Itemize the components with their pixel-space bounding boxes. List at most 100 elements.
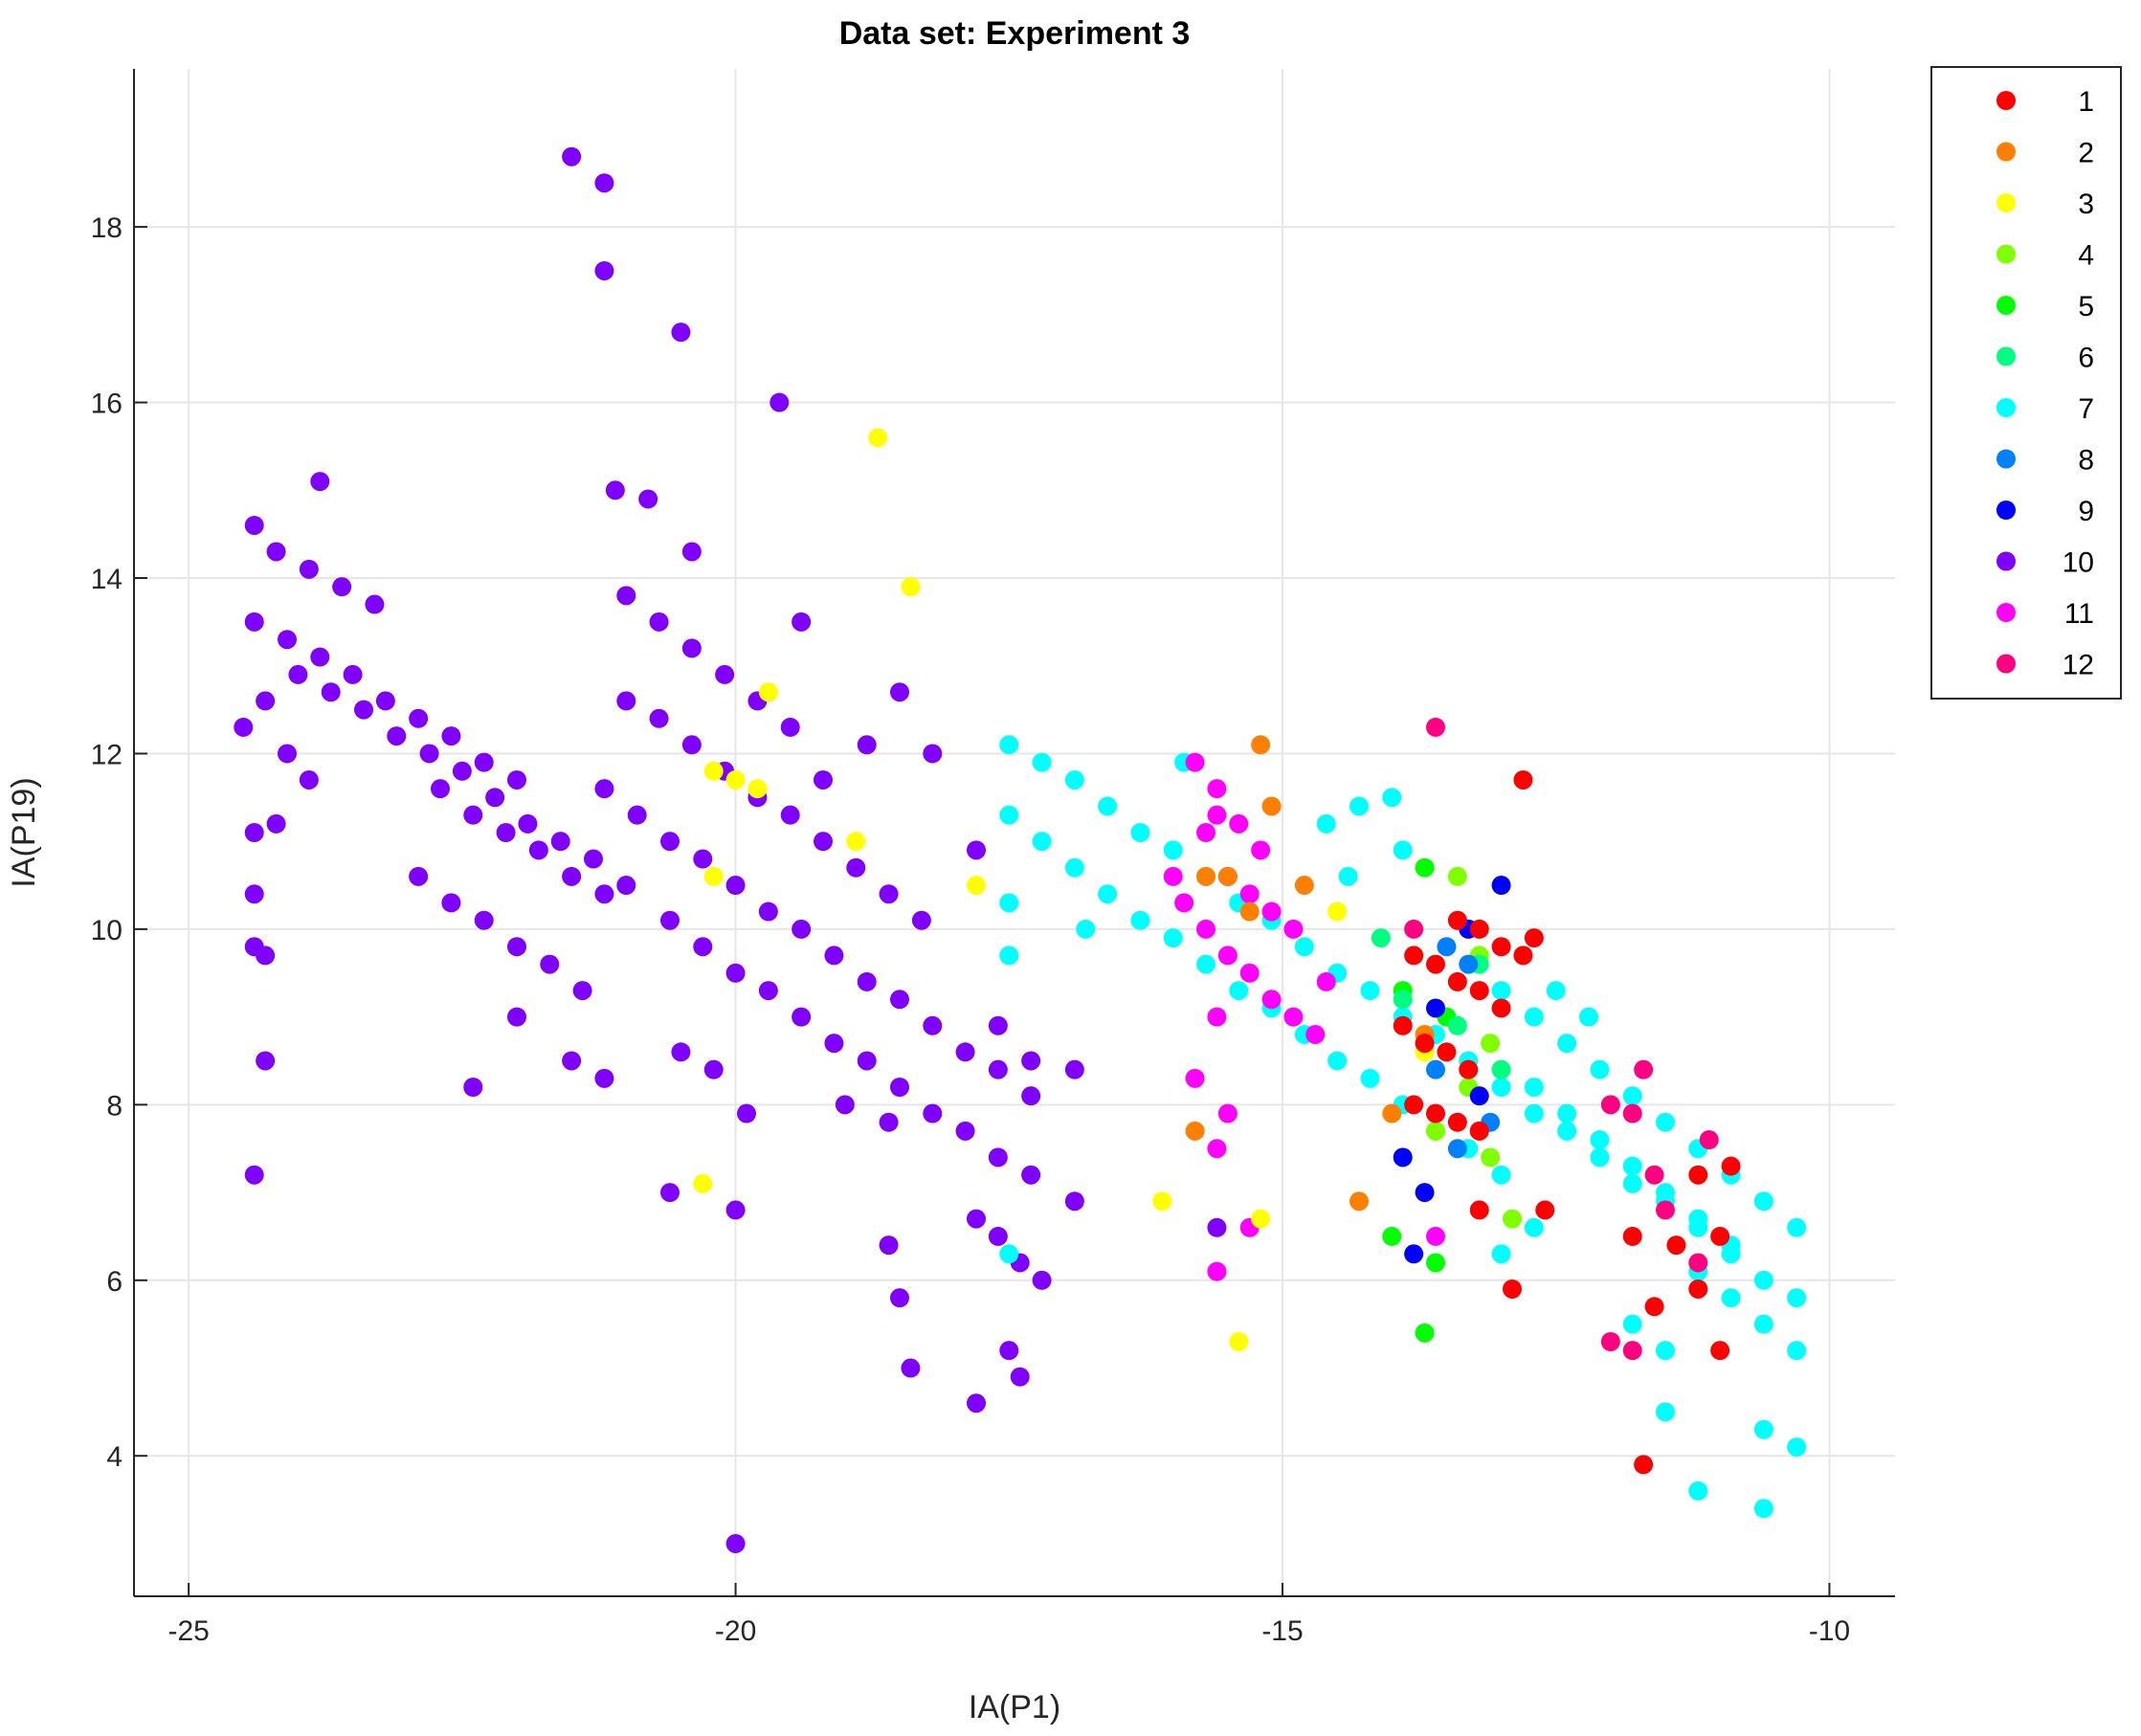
data-point — [1316, 971, 1336, 991]
data-point — [562, 146, 582, 167]
data-point — [1229, 813, 1249, 834]
data-point — [681, 735, 702, 755]
data-point — [1327, 901, 1348, 922]
data-point — [999, 946, 1019, 966]
data-point — [1207, 1261, 1227, 1281]
series-1-points — [1393, 769, 1741, 1475]
legend-label-7: 7 — [2078, 393, 2094, 425]
data-point — [1656, 1341, 1675, 1361]
y-tick-label: 12 — [91, 739, 123, 770]
series-12-points — [1404, 717, 1719, 1361]
data-point — [835, 1095, 855, 1115]
data-point — [1064, 1191, 1084, 1212]
data-point — [780, 805, 800, 825]
legend-label-4: 4 — [2078, 240, 2094, 272]
data-point — [572, 981, 592, 1001]
data-point — [1426, 998, 1445, 1018]
axes — [133, 69, 1895, 1597]
data-point — [671, 323, 691, 343]
data-point — [1426, 1103, 1445, 1124]
data-point — [562, 1051, 582, 1071]
data-point — [343, 664, 363, 684]
data-point — [1622, 1226, 1642, 1246]
data-point — [1535, 1200, 1555, 1220]
data-point — [868, 428, 888, 448]
data-point — [594, 884, 614, 904]
data-point — [256, 1051, 276, 1071]
data-point — [725, 1200, 746, 1220]
data-point — [923, 744, 943, 764]
data-point — [1600, 1095, 1620, 1115]
data-point — [1207, 805, 1227, 825]
data-point — [681, 638, 702, 658]
data-point — [441, 726, 461, 746]
data-point — [1491, 876, 1511, 896]
data-point — [824, 1034, 844, 1054]
data-point — [1590, 1059, 1610, 1079]
data-point — [1787, 1288, 1807, 1308]
data-point — [660, 910, 680, 930]
data-point — [365, 594, 385, 614]
data-point — [1415, 1183, 1435, 1203]
data-point — [1185, 1068, 1205, 1088]
data-point — [409, 866, 429, 886]
x-tick-label: -25 — [167, 1615, 209, 1647]
data-point — [1010, 1367, 1030, 1387]
data-point — [1469, 1200, 1489, 1220]
data-points — [234, 146, 1807, 1553]
data-point — [1415, 1034, 1435, 1054]
data-point — [1666, 1235, 1686, 1256]
data-point — [814, 769, 833, 790]
data-point — [485, 788, 505, 808]
data-point — [332, 577, 352, 597]
data-point — [594, 260, 614, 280]
data-point — [1656, 1183, 1675, 1203]
data-point — [321, 682, 341, 702]
data-point — [310, 472, 330, 492]
data-point — [846, 857, 866, 878]
data-point — [507, 1007, 526, 1027]
data-point — [725, 1533, 746, 1553]
data-point — [1481, 1034, 1501, 1054]
data-point — [1426, 1121, 1445, 1141]
data-point — [1196, 823, 1215, 842]
data-point — [911, 910, 931, 930]
series-6-points — [1371, 928, 1511, 1079]
data-point — [266, 813, 286, 834]
data-point — [1644, 1165, 1664, 1185]
y-tick-label: 8 — [106, 1090, 123, 1122]
data-point — [419, 744, 439, 764]
data-point — [1207, 1217, 1227, 1237]
data-point — [1207, 1007, 1227, 1027]
data-point — [1491, 981, 1511, 1001]
data-point — [660, 832, 680, 852]
data-point — [616, 691, 636, 711]
data-point — [1546, 981, 1566, 1001]
data-point — [923, 1015, 943, 1035]
x-tick-label: -10 — [1809, 1615, 1850, 1647]
data-point — [1622, 1086, 1642, 1106]
legend-label-6: 6 — [2078, 343, 2094, 374]
data-point — [299, 559, 319, 579]
data-point — [1316, 813, 1336, 834]
data-point — [1426, 1226, 1445, 1246]
data-point — [879, 884, 899, 904]
data-point — [616, 586, 636, 606]
data-point — [278, 744, 297, 764]
legend-label-8: 8 — [2078, 445, 2094, 477]
chart-title: Data set: Experiment 3 — [839, 15, 1191, 52]
data-point — [1524, 1007, 1544, 1027]
data-point — [725, 769, 746, 790]
data-point — [584, 849, 603, 869]
data-point — [1021, 1086, 1041, 1106]
data-point — [1064, 769, 1084, 790]
data-point — [1459, 954, 1479, 974]
data-point — [1349, 1191, 1369, 1212]
y-axis-label: IA(P19) — [6, 777, 42, 887]
legend-label-1: 1 — [2078, 86, 2094, 118]
data-point — [1021, 1165, 1041, 1185]
data-point — [507, 937, 526, 957]
x-tick-label: -15 — [1261, 1615, 1303, 1647]
data-point — [1393, 990, 1413, 1010]
data-point — [955, 1042, 975, 1062]
